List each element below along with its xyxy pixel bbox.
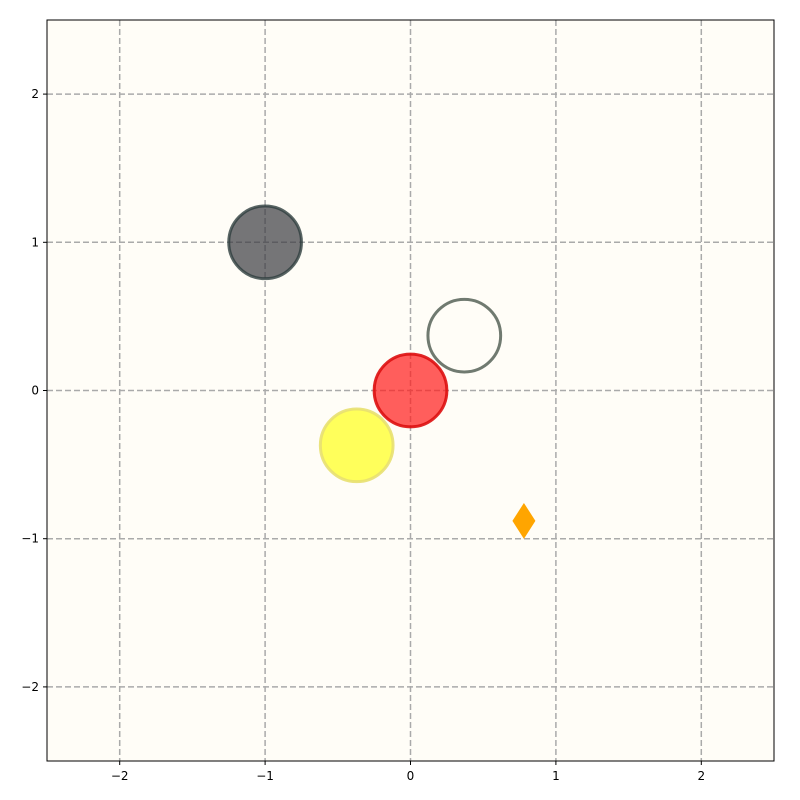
yellow-circle-point (318, 407, 395, 484)
x-tick-label: 2 (697, 769, 705, 783)
x-tick-label: −2 (111, 769, 129, 783)
x-tick-label: −1 (256, 769, 274, 783)
orange-diamond-point (512, 502, 536, 539)
y-axis: −2 −1 0 1 2 (21, 87, 47, 694)
dark-gray-circle-point (227, 204, 303, 281)
y-tick-label: 0 (31, 384, 39, 398)
red-circle-point (372, 352, 449, 429)
x-axis: −2 −1 0 1 2 (111, 761, 705, 783)
y-tick-label: −1 (21, 532, 39, 546)
x-tick-label: 0 (407, 769, 415, 783)
white-circle-point (426, 297, 503, 374)
y-tick-label: 1 (31, 235, 39, 249)
data-marks (227, 204, 536, 539)
x-tick-label: 1 (552, 769, 560, 783)
y-tick-label: 2 (31, 87, 39, 101)
y-tick-label: −2 (21, 680, 39, 694)
